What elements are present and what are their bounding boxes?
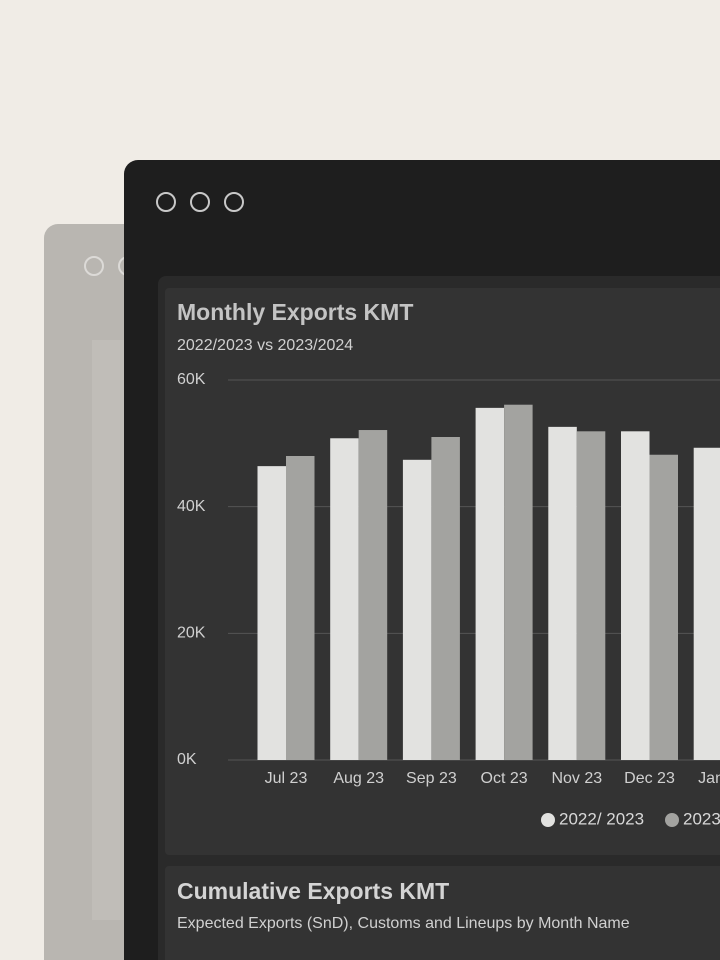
chart-title: Monthly Exports KMT bbox=[177, 299, 413, 325]
bar bbox=[649, 454, 678, 760]
x-tick-label: Jul 23 bbox=[265, 770, 308, 787]
card-subtitle: Expected Exports (SnD), Customs and Line… bbox=[177, 915, 630, 932]
y-tick-label: 40K bbox=[177, 498, 206, 515]
cumulative-card bbox=[165, 866, 720, 960]
window-button[interactable] bbox=[224, 192, 244, 212]
bar bbox=[330, 438, 359, 760]
y-tick-label: 20K bbox=[177, 625, 206, 642]
bar bbox=[621, 431, 650, 760]
bar bbox=[402, 459, 432, 760]
x-tick-label: Jan 24 bbox=[698, 770, 720, 787]
y-tick-label: 0K bbox=[177, 751, 197, 768]
bar bbox=[548, 426, 577, 760]
bar bbox=[358, 430, 388, 760]
ghost-dot bbox=[84, 256, 104, 276]
y-tick-label: 60K bbox=[177, 371, 206, 388]
bar bbox=[475, 407, 505, 760]
x-tick-label: Oct 23 bbox=[481, 770, 528, 787]
legend-dot bbox=[541, 813, 555, 827]
card-title: Cumulative Exports KMT bbox=[177, 878, 449, 904]
legend-label: 2023/ 2024 bbox=[683, 809, 720, 828]
x-tick-label: Nov 23 bbox=[551, 770, 602, 787]
legend-dot bbox=[665, 813, 679, 827]
x-tick-label: Aug 23 bbox=[333, 770, 384, 787]
bar bbox=[576, 431, 606, 760]
legend-label: 2022/ 2023 bbox=[559, 809, 644, 828]
window-button[interactable] bbox=[190, 192, 210, 212]
bar bbox=[431, 437, 460, 760]
bar bbox=[504, 404, 533, 760]
bar bbox=[286, 456, 315, 760]
bar bbox=[257, 466, 286, 760]
chart-subtitle: 2022/2023 vs 2023/2024 bbox=[177, 337, 353, 354]
bar bbox=[693, 447, 720, 760]
x-tick-label: Sep 23 bbox=[406, 770, 457, 787]
window-button[interactable] bbox=[156, 192, 176, 212]
x-tick-label: Dec 23 bbox=[624, 770, 675, 787]
